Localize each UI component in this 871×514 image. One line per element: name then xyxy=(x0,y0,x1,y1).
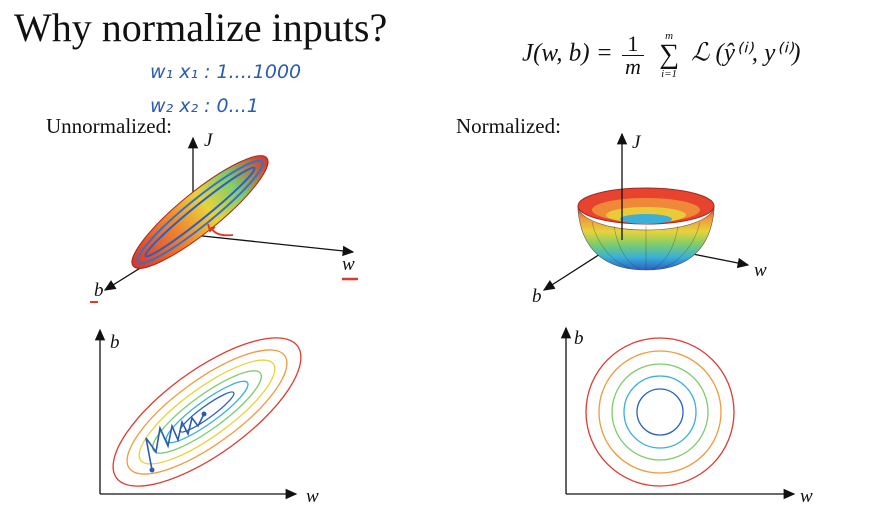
round-bowl-surface xyxy=(577,187,715,271)
note-line-1: w₁ x₁ : 1....1000 xyxy=(150,61,301,83)
end-point xyxy=(201,411,207,417)
fraction-numerator: 1 xyxy=(621,32,644,56)
axis-b-label: b xyxy=(110,332,120,353)
slide-title: Why normalize inputs? xyxy=(14,5,388,50)
normalized-contour-plot: b w xyxy=(560,326,813,507)
w-axis xyxy=(192,234,355,257)
cost-function-formula: J(w, b) = 1 m m ∑ i=1 ℒ (ŷ⁽ⁱ⁾, y⁽ⁱ⁾) xyxy=(522,30,800,80)
elongated-bowl-surface xyxy=(131,155,269,269)
axis-b-label: b xyxy=(574,328,584,349)
sum-lower-limit: i=1 xyxy=(661,68,678,80)
axis-j-label: J xyxy=(632,132,642,153)
red-arrowhead-icon xyxy=(207,223,216,233)
circular-contours xyxy=(585,337,735,487)
loss-term: ℒ (ŷ⁽ⁱ⁾, y⁽ⁱ⁾) xyxy=(691,39,801,67)
formula-lhs: J(w, b) = xyxy=(522,39,613,67)
unnormalized-3d-plot: J w b xyxy=(90,130,358,303)
axis-w-label: w xyxy=(342,254,355,275)
handwritten-notes: w₁ x₁ : 1....1000 w₂ x₂ : 0...1 xyxy=(150,61,301,117)
sigma-icon: ∑ xyxy=(659,39,680,70)
fraction-denominator: m xyxy=(624,53,641,79)
elongated-contours xyxy=(112,337,302,487)
axis-w-label: w xyxy=(306,486,319,507)
zigzag-gradient-path xyxy=(145,413,205,471)
sum-upper-limit: m xyxy=(665,30,674,42)
axis-b-label: b xyxy=(532,286,542,307)
unnormalized-label: Unnormalized: xyxy=(46,114,172,138)
axis-j-label: J xyxy=(204,130,214,151)
axis-w-label: w xyxy=(800,486,813,507)
normalized-label: Normalized: xyxy=(456,114,561,138)
fraction: 1 m xyxy=(621,32,644,79)
summation: m ∑ i=1 xyxy=(659,30,679,80)
unnormalized-contour-plot: b w xyxy=(94,328,319,507)
axis-w-label: w xyxy=(754,260,767,281)
note-line-2: w₂ x₂ : 0...1 xyxy=(150,95,259,117)
normalized-3d-plot: J w b xyxy=(532,132,767,307)
start-point xyxy=(149,467,155,473)
axis-b-label: b xyxy=(94,280,104,301)
